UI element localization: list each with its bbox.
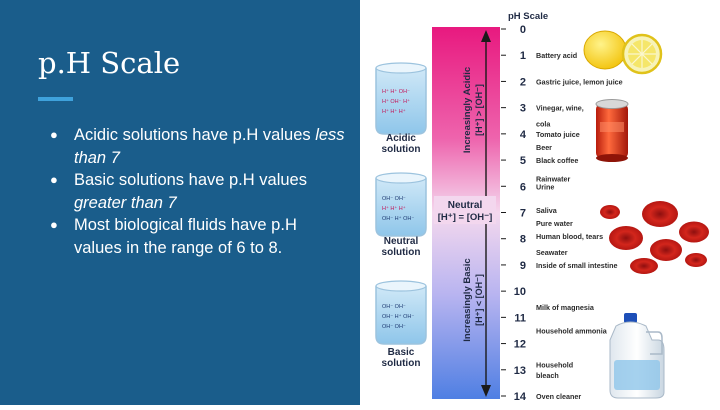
svg-text:H⁺ H⁺ OH⁻: H⁺ H⁺ OH⁻	[382, 88, 410, 95]
svg-text:OH⁻ OH⁻: OH⁻ OH⁻	[382, 304, 406, 310]
svg-text:H⁺ OH⁻ H⁺: H⁺ OH⁻ H⁺	[382, 98, 410, 105]
bullet-item-biological: ● Most biological fluids have p.H values …	[48, 214, 348, 259]
basic-beaker-label: Basic	[388, 347, 415, 358]
acidic-relation: [H⁺] > [OH⁻]	[474, 84, 484, 136]
blood-cells-illustration	[600, 201, 709, 274]
acidic-beaker-label-2: solution	[382, 144, 421, 155]
ph-example-label: Oven cleaner	[536, 392, 581, 401]
basic-direction-label: Increasingly Basic	[462, 258, 473, 341]
ph-example-label: Gastric juice, lemon juice	[536, 77, 623, 86]
ph-tick-label: 11	[514, 312, 526, 324]
ph-tick-label: 3	[520, 103, 526, 115]
neutral-beaker-label: Neutral	[384, 236, 419, 247]
acidic-direction-label: Increasingly Acidic	[462, 67, 473, 153]
svg-text:OH⁻ OH⁻: OH⁻ OH⁻	[382, 324, 406, 330]
ph-tick-label: 8	[520, 234, 526, 246]
ph-tick-label: 5	[520, 155, 526, 167]
up-arrow-icon	[481, 30, 491, 42]
ph-example-label: Milk of magnesia	[536, 303, 595, 312]
ph-tick-label: 6	[520, 181, 526, 193]
ph-tick-label: 7	[520, 208, 526, 220]
ph-example-label: Inside of small intestine	[536, 261, 617, 270]
acidic-beaker-label: Acidic	[386, 133, 416, 144]
ph-tick-label: 10	[514, 286, 526, 298]
svg-text:OH⁻ OH⁻: OH⁻ OH⁻	[382, 196, 406, 202]
neutral-label: Neutral	[448, 200, 483, 211]
ph-example-label: Beer	[536, 143, 552, 152]
ph-example-label: Saliva	[536, 206, 558, 215]
ph-tick-label: 13	[514, 365, 526, 377]
ph-example-label: Black coffee	[536, 156, 578, 165]
ph-tick-label: 2	[520, 76, 526, 88]
svg-text:OH⁻ H⁺ OH⁻: OH⁻ H⁺ OH⁻	[382, 313, 414, 320]
ph-example-label: Rainwater	[536, 174, 571, 183]
ph-example-label: Pure water	[536, 219, 573, 228]
neutral-relation: [H⁺] = [OH⁻]	[438, 212, 493, 223]
svg-text:OH⁻ H⁺ OH⁻: OH⁻ H⁺ OH⁻	[382, 215, 414, 222]
basic-beaker: OH⁻ OH⁻ OH⁻ H⁺ OH⁻ OH⁻ OH⁻	[375, 280, 427, 345]
slide-title: p.H Scale	[38, 46, 181, 80]
ph-example-label: Tomato juice	[536, 130, 580, 139]
ph-examples: Battery acid Gastric juice, lemon juice Vi…	[536, 51, 623, 401]
lemon-illustration	[583, 30, 663, 75]
slide-text-panel: p.H Scale ● Acidic solutions have p.H val…	[0, 0, 360, 405]
ph-scale-diagram: H⁺ H⁺ OH⁻ H⁺ OH⁻ H⁺ H⁺ H⁺ H⁺ Acidic solu…	[375, 11, 709, 403]
ph-tick-label: 1	[520, 50, 526, 62]
ph-example-label: Vinegar, wine,	[536, 104, 584, 113]
bullet-dot-icon: ●	[50, 217, 58, 232]
bleach-jug-illustration	[609, 313, 665, 399]
bullet-dot-icon: ●	[50, 172, 58, 187]
neutral-beaker: OH⁻ OH⁻ H⁺ H⁺ H⁺ OH⁻ H⁺ OH⁻	[375, 172, 427, 237]
bullet-emphasis: less than 7	[74, 126, 345, 167]
bullet-list: ● Acidic solutions have p.H values less t…	[48, 124, 348, 259]
ph-tick-label: 4	[520, 129, 527, 141]
basic-beaker-label-2: solution	[382, 358, 421, 369]
bullet-text: Most biological fluids have p.H values i…	[74, 216, 297, 257]
soda-can-illustration	[595, 99, 629, 162]
neutral-label-bg	[434, 196, 496, 224]
ph-scale-figure: H⁺ H⁺ OH⁻ H⁺ OH⁻ H⁺ H⁺ H⁺ H⁺ Acidic solu…	[360, 0, 720, 405]
ph-example-label: Household	[536, 361, 573, 370]
ph-example-label: cola	[536, 119, 551, 128]
bullet-emphasis: greater than 7	[74, 193, 177, 212]
ph-tick-label: 12	[514, 339, 526, 351]
ph-tick-label: 0	[520, 24, 526, 36]
neutral-beaker-label-2: solution	[382, 247, 421, 258]
bullet-text: Acidic solutions have p.H values	[74, 126, 316, 144]
title-underline	[38, 97, 73, 101]
ph-tick-label: 9	[520, 260, 526, 272]
ph-tick-label: 14	[514, 391, 527, 403]
bullet-text: Basic solutions have p.H values	[74, 171, 307, 189]
bullet-item-basic: ● Basic solutions have p.H values greater…	[48, 169, 348, 214]
svg-text:H⁺ H⁺ H⁺: H⁺ H⁺ H⁺	[382, 108, 406, 115]
ph-example-label: Seawater	[536, 248, 568, 257]
ph-scale-title: pH Scale	[508, 11, 548, 22]
bullet-dot-icon: ●	[50, 127, 58, 142]
ph-example-label: bleach	[536, 371, 559, 380]
bullet-item-acidic: ● Acidic solutions have p.H values less t…	[48, 124, 348, 169]
down-arrow-icon	[481, 385, 491, 397]
ph-example-label: Battery acid	[536, 51, 577, 60]
basic-relation: [H⁺] < [OH⁻]	[474, 274, 484, 326]
ph-example-label: Human blood, tears	[536, 232, 603, 241]
svg-text:H⁺ H⁺ H⁺: H⁺ H⁺ H⁺	[382, 205, 406, 212]
ph-example-label: Household ammonia	[536, 326, 608, 335]
acidic-beaker: H⁺ H⁺ OH⁻ H⁺ OH⁻ H⁺ H⁺ H⁺ H⁺	[375, 62, 427, 135]
ph-example-label: Urine	[536, 182, 554, 191]
